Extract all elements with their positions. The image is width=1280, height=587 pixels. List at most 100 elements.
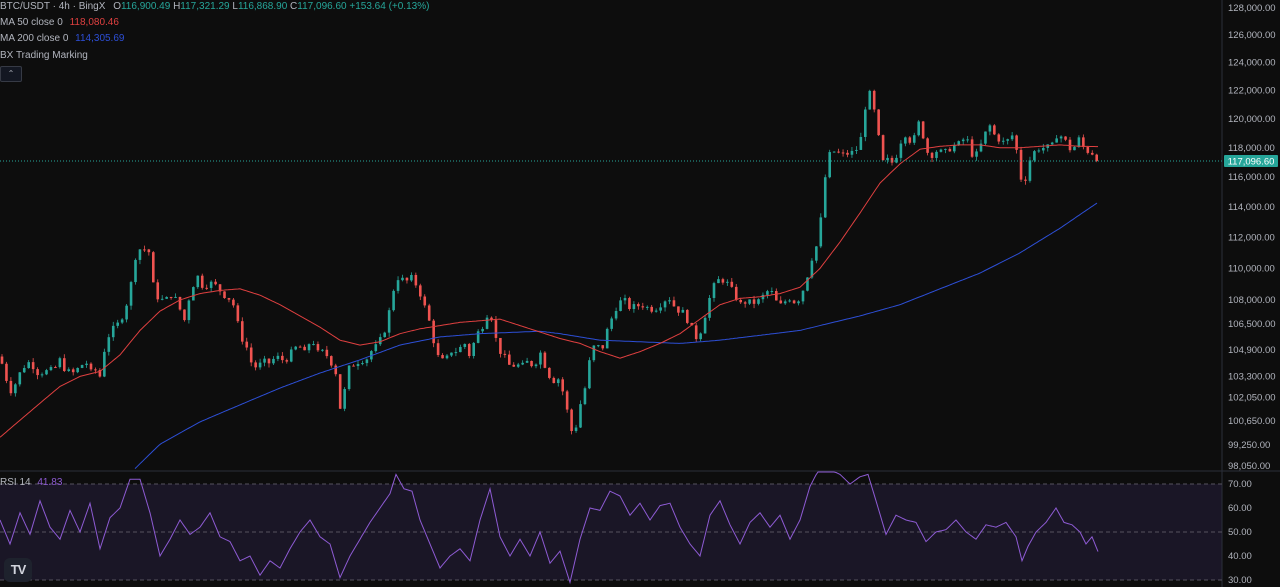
candle-body — [343, 389, 346, 409]
candle-body — [801, 290, 805, 302]
candle-body — [1055, 138, 1058, 143]
candle-body — [111, 325, 115, 338]
last-price-label: 117,096.60 — [1228, 156, 1275, 167]
candle-body — [1042, 147, 1045, 151]
candle-body — [89, 363, 93, 370]
candle-body — [125, 305, 128, 320]
ohlc-high: 117,321.29 — [180, 1, 230, 12]
symbol-legend[interactable]: BTC/USDT · 4h · BingX O116,900.49 H117,3… — [0, 0, 429, 14]
candle-body — [823, 177, 827, 218]
candle-body — [432, 320, 435, 344]
rsi-label: RSI 14 — [0, 477, 31, 488]
candle-body — [178, 296, 182, 310]
candles — [0, 89, 1098, 435]
ma200-legend[interactable]: MA 200 close 0 114,305.69 — [0, 32, 124, 46]
rsi-axis[interactable]: 70.00 60.00 50.00 40.00 30.00 — [1228, 479, 1252, 586]
candle-body — [766, 291, 769, 295]
candle-body — [850, 150, 854, 155]
candle-body — [347, 365, 351, 390]
candle-body — [1077, 137, 1081, 147]
candle-body — [254, 362, 257, 368]
candle-body — [561, 379, 564, 392]
candle-body — [325, 349, 329, 357]
candle-body — [183, 309, 186, 321]
candle-body — [734, 286, 738, 300]
candle-body — [414, 274, 418, 286]
candle-body — [779, 300, 783, 304]
candle-body — [975, 151, 978, 157]
candle-body — [485, 317, 489, 329]
candle-body — [663, 301, 667, 308]
price-tick-label: 116,000.00 — [1228, 172, 1275, 183]
candle-body — [321, 349, 324, 351]
candle-body — [654, 310, 658, 312]
candle-body — [1059, 136, 1063, 139]
candle-body — [214, 281, 217, 285]
candle-body — [294, 346, 297, 350]
candle-body — [410, 274, 413, 281]
candle-body — [120, 319, 124, 323]
candle-body — [236, 305, 240, 322]
candle-body — [539, 352, 542, 365]
price-tick-label: 110,000.00 — [1228, 263, 1275, 274]
candle-body — [499, 337, 502, 354]
candle-body — [1019, 149, 1023, 180]
candle-body — [463, 344, 467, 347]
candle-body — [614, 310, 618, 319]
candle-body — [36, 369, 39, 376]
candle-body — [672, 300, 676, 307]
candle-body — [552, 377, 556, 384]
candle-body — [1010, 135, 1014, 140]
candle-body — [27, 362, 30, 369]
candle-body — [721, 279, 725, 283]
candle-body — [690, 322, 694, 326]
ma50-legend[interactable]: MA 50 close 0 118,080.46 — [0, 16, 119, 30]
candle-body — [970, 139, 974, 157]
candle-body — [877, 109, 880, 136]
candle-body — [534, 364, 538, 367]
candle-body — [467, 344, 471, 356]
candle-body — [223, 291, 226, 299]
collapse-legend-button[interactable]: ⌃ — [0, 66, 22, 82]
candle-body — [40, 374, 44, 376]
candle-body — [58, 358, 62, 368]
candle-body — [783, 301, 787, 304]
price-tick-label: 99,250.00 — [1228, 440, 1270, 451]
rsi-tick-label: 70.00 — [1228, 479, 1252, 490]
candle-body — [659, 307, 662, 311]
candle-body — [31, 362, 35, 370]
candle-body — [1024, 179, 1027, 181]
candle-body — [761, 294, 765, 300]
candle-body — [592, 345, 596, 361]
candle-body — [912, 135, 916, 143]
price-axis[interactable]: 128,000.00 126,000.00 124,000.00 122,000.00… — [1228, 3, 1276, 472]
rsi-tick-label: 50.00 — [1228, 527, 1252, 538]
candle-body — [797, 301, 800, 304]
tradingview-logo-icon[interactable]: TV — [4, 558, 32, 582]
candle-body — [743, 302, 747, 304]
candle-body — [708, 297, 711, 318]
candle-body — [597, 345, 600, 347]
candle-body — [14, 384, 17, 394]
candle-body — [828, 152, 831, 178]
ma50-value: 118,080.46 — [69, 17, 119, 28]
candle-body — [116, 322, 119, 326]
candle-body — [63, 358, 66, 371]
candle-body — [71, 369, 75, 373]
candle-body — [1095, 154, 1098, 161]
price-tick-label: 112,000.00 — [1228, 232, 1275, 243]
candle-body — [1033, 151, 1036, 161]
candle-body — [686, 309, 689, 323]
candle-body — [1073, 146, 1076, 151]
bx-legend[interactable]: BX Trading Marking — [0, 49, 88, 63]
candle-body — [160, 298, 164, 300]
candle-body — [694, 325, 698, 340]
candle-body — [548, 367, 551, 378]
rsi-legend[interactable]: RSI 14 41.83 — [0, 476, 62, 490]
candle-body — [788, 300, 791, 302]
price-tick-label: 104,900.00 — [1228, 345, 1276, 356]
candle-body — [930, 152, 934, 158]
symbol-title: BTC/USDT · 4h · BingX — [0, 1, 106, 12]
candle-body — [232, 299, 235, 306]
